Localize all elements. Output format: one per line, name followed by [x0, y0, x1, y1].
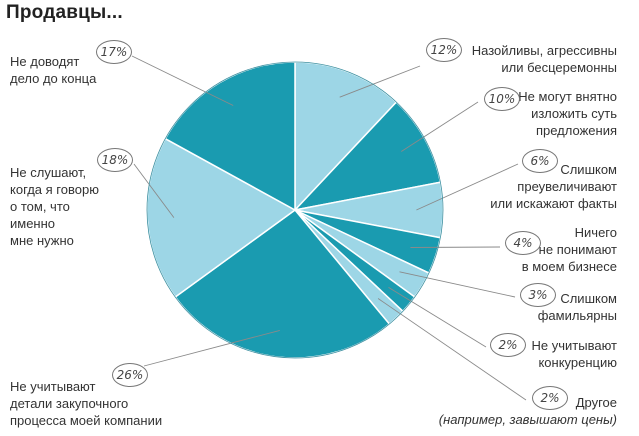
slice-label-no-business: Ничего не понимают в моем бизнесе [521, 225, 617, 274]
leader-line-not-finish [131, 55, 234, 106]
leader-line-familiar [399, 271, 516, 298]
slice-label-unclear: Не могут внятно изложить суть предложени… [518, 89, 617, 138]
slice-percent-not-finish: 17% [96, 40, 132, 64]
slice-percent-competition: 2% [490, 333, 526, 357]
slice-label-other-text: Другое [575, 395, 617, 410]
slice-label-not-listen: Не слушают, когда я говорю о том, что им… [10, 165, 99, 248]
slice-percent-not-listen: 18% [97, 148, 133, 172]
leader-line-competition [388, 287, 487, 348]
slice-label-other-note: (например, завышают цены) [438, 412, 617, 427]
slice-percent-other: 2% [532, 386, 568, 410]
pie-outline [146, 61, 444, 359]
slice-percent-exaggerate: 6% [522, 149, 558, 173]
slice-percent-purchase-process: 26% [112, 363, 148, 387]
slice-percent-aggressive: 12% [426, 38, 462, 62]
leader-line-no-business [410, 246, 501, 248]
slice-label-other: Другое (например, завышают цены) [439, 394, 617, 428]
leader-line-exaggerate [416, 163, 519, 211]
slice-label-not-finish: Не доводят дело до конца [10, 54, 97, 86]
chart-title: Продавцы... [6, 2, 123, 23]
leader-line-not-listen [133, 163, 175, 218]
slice-label-aggressive: Назойливы, агрессивны или бесцеремонны [471, 43, 617, 75]
slice-label-exaggerate: Слишком преувеличивают или искажают факт… [490, 162, 617, 211]
leader-line-other [377, 298, 527, 401]
leader-line-aggressive [339, 65, 421, 98]
slice-label-competition: Не учитывают конкуренцию [531, 338, 617, 370]
slice-percent-unclear: 10% [484, 87, 520, 111]
slice-percent-no-business: 4% [505, 231, 541, 255]
slice-label-purchase-process: Не учитывают детали закупочного процесса… [10, 379, 163, 428]
slice-percent-familiar: 3% [520, 283, 556, 307]
slice-label-familiar: Слишком фамильярны [537, 291, 617, 323]
leader-line-unclear [401, 101, 479, 152]
leader-line-purchase-process [143, 329, 280, 367]
